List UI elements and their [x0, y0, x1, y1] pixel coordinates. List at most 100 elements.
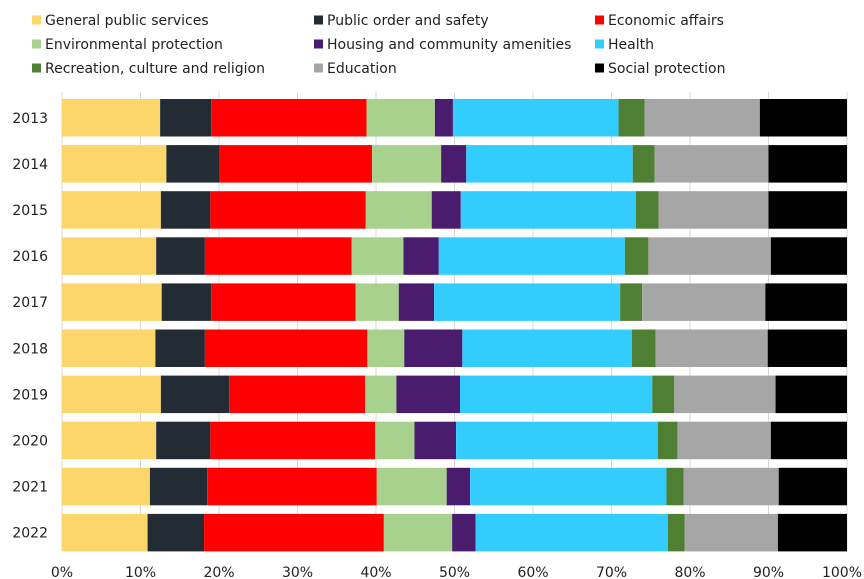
bar-segment: [765, 283, 847, 321]
bar-segment: [778, 467, 847, 506]
bar-row: [62, 145, 847, 183]
bar-segment: [456, 421, 658, 460]
legend-swatch: [314, 63, 323, 73]
legend-swatch: [595, 39, 604, 49]
bar-segment: [372, 145, 442, 183]
tick-label: 60%: [517, 565, 548, 579]
category-label: 2020: [12, 433, 48, 449]
bar-segment: [768, 145, 847, 183]
bar-segment: [475, 513, 669, 552]
bar-segment: [62, 329, 156, 367]
value-axis: 0% 10% 20% 30% 40% 50% 60% 70% 80% 90% 100%: [51, 565, 862, 579]
bar-segment: [470, 467, 667, 506]
bar-segment: [160, 191, 211, 229]
bar-segment: [211, 283, 356, 321]
bar-row: [62, 421, 847, 460]
bar-segment: [466, 145, 633, 183]
bar-segment: [414, 421, 457, 460]
bar-segment: [624, 237, 649, 275]
bar-segment: [631, 329, 656, 367]
bar-segment: [207, 467, 377, 506]
bar-segment: [434, 283, 621, 321]
bar-segment: [62, 421, 157, 460]
bar-segment: [668, 513, 685, 552]
tick-label: 70%: [596, 565, 627, 579]
legend-label: Economic affairs: [608, 13, 724, 29]
tick-label: 30%: [282, 565, 313, 579]
bar-segment: [147, 513, 205, 552]
bar-segment: [434, 99, 453, 137]
bar-segment: [204, 329, 368, 367]
category-label: 2021: [12, 480, 48, 496]
bar-segment: [210, 421, 376, 460]
bar-segment: [683, 467, 779, 506]
category-label: 2013: [12, 111, 48, 127]
legend-swatch: [32, 15, 41, 25]
legend-item: Social protection: [595, 61, 725, 77]
bar-segment: [62, 467, 150, 506]
legend-item: Health: [595, 37, 654, 53]
bar-segment: [620, 283, 643, 321]
category-label: 2019: [12, 387, 48, 403]
category-label: 2015: [12, 203, 48, 219]
tick-label: 0%: [51, 565, 73, 579]
bar-segment: [644, 99, 760, 137]
bar-segment: [770, 237, 847, 275]
bars: [62, 99, 847, 552]
bar-segment: [62, 237, 157, 275]
legend-item: Education: [314, 61, 397, 77]
bar-segment: [62, 375, 161, 414]
bar-segment: [666, 467, 684, 506]
category-label: 2014: [12, 157, 48, 173]
bar-segment: [655, 329, 768, 367]
legend-item: General public services: [32, 13, 209, 29]
legend-swatch: [595, 63, 604, 73]
legend: General public services Public order and …: [32, 13, 725, 77]
legend-swatch: [32, 63, 41, 73]
bar-segment: [62, 513, 148, 552]
bar-segment: [62, 99, 161, 137]
bar-segment: [166, 145, 219, 183]
tick-label: 50%: [439, 565, 470, 579]
category-label: 2017: [12, 295, 48, 311]
bar-segment: [210, 191, 366, 229]
legend-label: Housing and community amenities: [327, 37, 571, 53]
legend-label: Environmental protection: [45, 37, 223, 53]
tick-label: 10%: [125, 565, 156, 579]
legend-swatch: [314, 39, 323, 49]
bar-segment: [677, 421, 771, 460]
bar-segment: [618, 99, 645, 137]
bar-row: [62, 283, 847, 321]
bar-segment: [775, 375, 847, 414]
bar-segment: [161, 283, 212, 321]
bar-segment: [160, 99, 212, 137]
bar-row: [62, 191, 847, 229]
bar-segment: [767, 329, 847, 367]
bar-segment: [383, 513, 453, 552]
bar-segment: [777, 513, 847, 552]
bar-segment: [375, 421, 415, 460]
bar-segment: [452, 99, 619, 137]
bar-segment: [156, 421, 211, 460]
category-axis: 2013 2014 2015 2016 2017 2018 2019 2020 2021 2022: [12, 111, 48, 542]
legend-label: Recreation, culture and religion: [45, 61, 265, 77]
bar-segment: [431, 191, 461, 229]
bar-segment: [403, 237, 439, 275]
legend-item: Housing and community amenities: [314, 37, 571, 53]
bar-segment: [452, 513, 476, 552]
bar-segment: [770, 421, 847, 460]
bar-segment: [62, 283, 162, 321]
bar-segment: [657, 421, 678, 460]
bar-segment: [355, 283, 399, 321]
bar-segment: [404, 329, 463, 367]
tick-label: 40%: [360, 565, 391, 579]
bar-segment: [396, 375, 460, 414]
bar-segment: [366, 99, 435, 137]
bar-segment: [229, 375, 366, 414]
bar-segment: [211, 99, 367, 137]
bar-segment: [204, 513, 384, 552]
bar-segment: [62, 145, 167, 183]
tick-label: 20%: [203, 565, 234, 579]
legend-swatch: [32, 39, 41, 49]
